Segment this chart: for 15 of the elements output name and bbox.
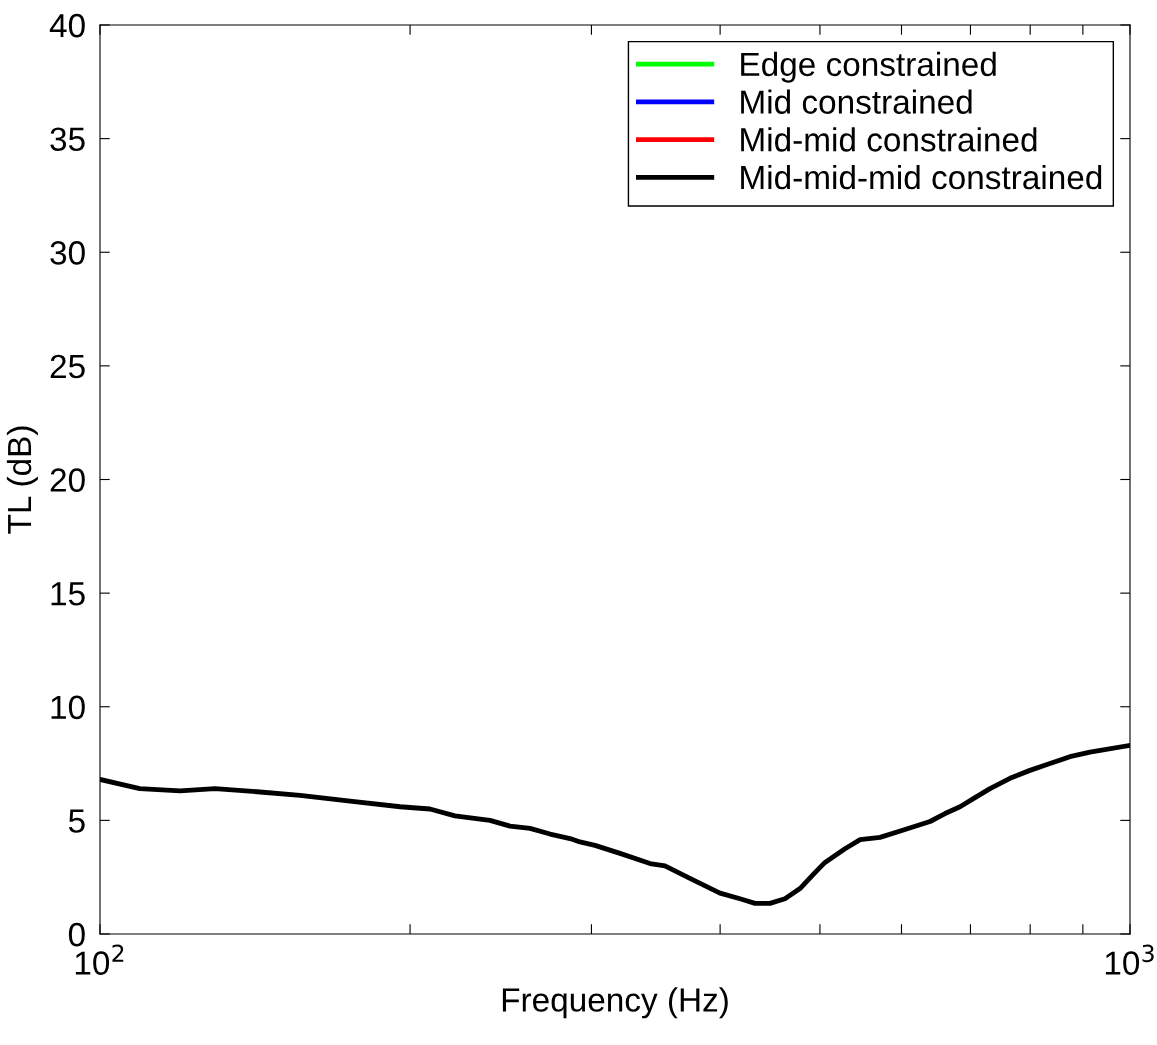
y-tick-label: 20 <box>50 468 85 492</box>
x-tick-label: 10$^{3}$ <box>1105 944 1154 975</box>
y-tick-label: 40 <box>49 13 85 38</box>
y-tick-label: 15 <box>51 582 85 606</box>
y-tick-label: 30 <box>50 241 85 265</box>
legend-label: Edge constrained <box>741 51 996 83</box>
legend-label: Mid constrained <box>741 89 972 114</box>
y-tick-label: 25 <box>50 354 85 379</box>
legend-label: Mid-mid constrained <box>741 127 1037 152</box>
y-tick-label: 35 <box>50 127 85 152</box>
x-axis-title: Frequency (Hz) <box>502 987 728 1019</box>
y-tick-label: 5 <box>68 809 85 833</box>
y-tick-label: 10 <box>51 695 85 720</box>
legend-label: Mid-mid-mid constrained <box>741 164 1102 190</box>
y-axis-title: TL (dB) <box>6 426 38 534</box>
